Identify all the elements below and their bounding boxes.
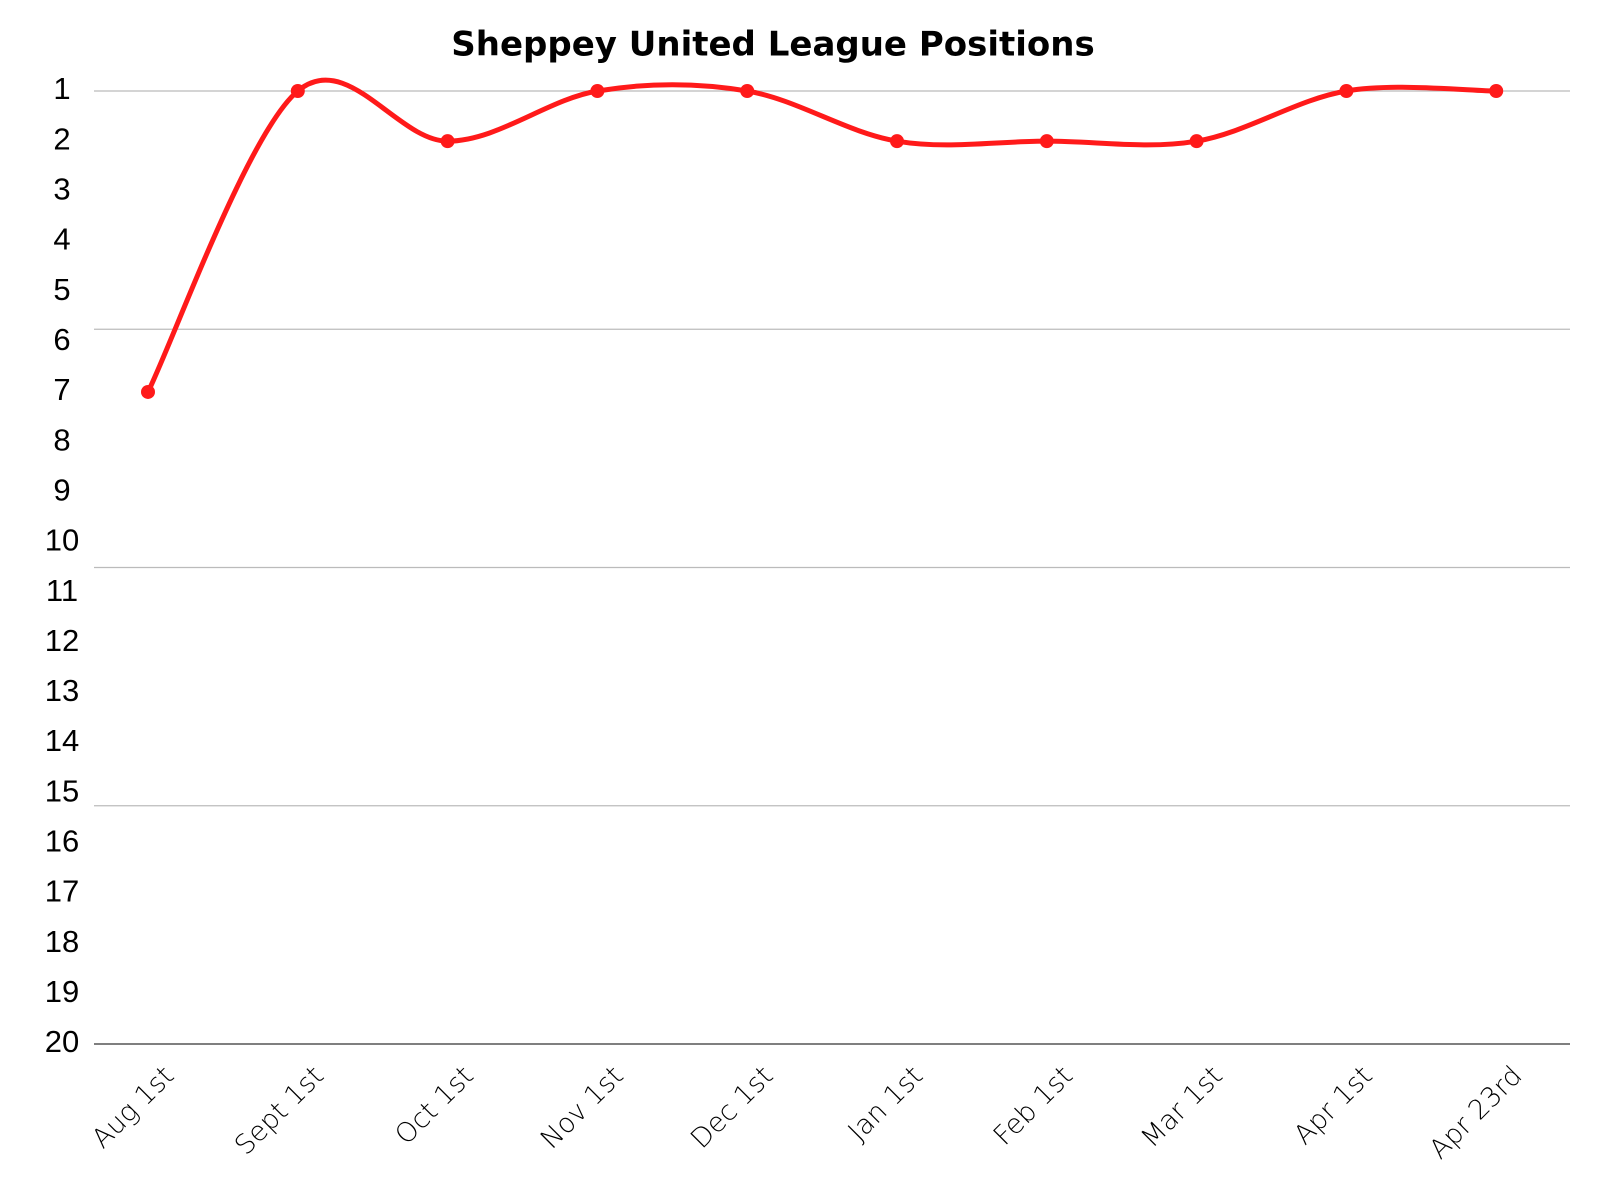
point: [740, 84, 755, 98]
x-tick-label: Oct 1st: [389, 1060, 480, 1151]
y-tick-label: 17: [45, 874, 79, 909]
y-tick-label: 8: [53, 422, 70, 457]
x-tick-label: Aug 1st: [86, 1060, 180, 1154]
y-tick-label: 7: [53, 372, 70, 407]
y-tick-label: 2: [53, 121, 70, 156]
y-tick-label: 10: [45, 523, 79, 558]
x-tick-label: Feb 1st: [988, 1060, 1079, 1151]
point: [141, 384, 155, 399]
point: [1039, 134, 1054, 149]
point: [890, 134, 904, 149]
y-tick-label: 13: [45, 673, 79, 708]
point: [290, 84, 305, 98]
y-tick-label: 14: [45, 723, 79, 758]
point: [1189, 134, 1204, 149]
chart-title: Sheppey United League Positions: [451, 25, 1094, 65]
y-tick-label: 5: [53, 272, 70, 307]
point: [1489, 84, 1504, 98]
y-tick-label: 16: [45, 824, 79, 859]
y-tick-label: 19: [45, 974, 79, 1009]
y-tick-label: 20: [45, 1024, 79, 1059]
x-tick-label: Apr 23rd: [1424, 1060, 1529, 1165]
x-tick-label: Jan 1st: [842, 1060, 929, 1147]
y-tick-label: 4: [53, 222, 70, 257]
y-tick-label: 3: [53, 172, 70, 207]
x-tick-label: Dec 1st: [685, 1060, 780, 1155]
point: [590, 84, 605, 98]
y-tick-label: 6: [53, 322, 70, 357]
y-tick-label: 12: [45, 623, 79, 658]
x-tick-label: Apr 1st: [1288, 1060, 1379, 1151]
y-tick-label: 9: [53, 472, 70, 507]
x-tick-label: Mar 1st: [1135, 1060, 1229, 1154]
x-tick-label: Sept 1st: [229, 1060, 330, 1161]
y-tick-label: 11: [46, 573, 78, 608]
line: [145, 77, 1499, 395]
x-tick-label: Nov 1st: [535, 1060, 630, 1155]
y-tick-label: 1: [53, 71, 70, 106]
y-tick-label: 15: [45, 773, 79, 808]
point: [1339, 84, 1354, 98]
y-tick-label: 18: [45, 924, 79, 959]
point: [440, 134, 455, 149]
